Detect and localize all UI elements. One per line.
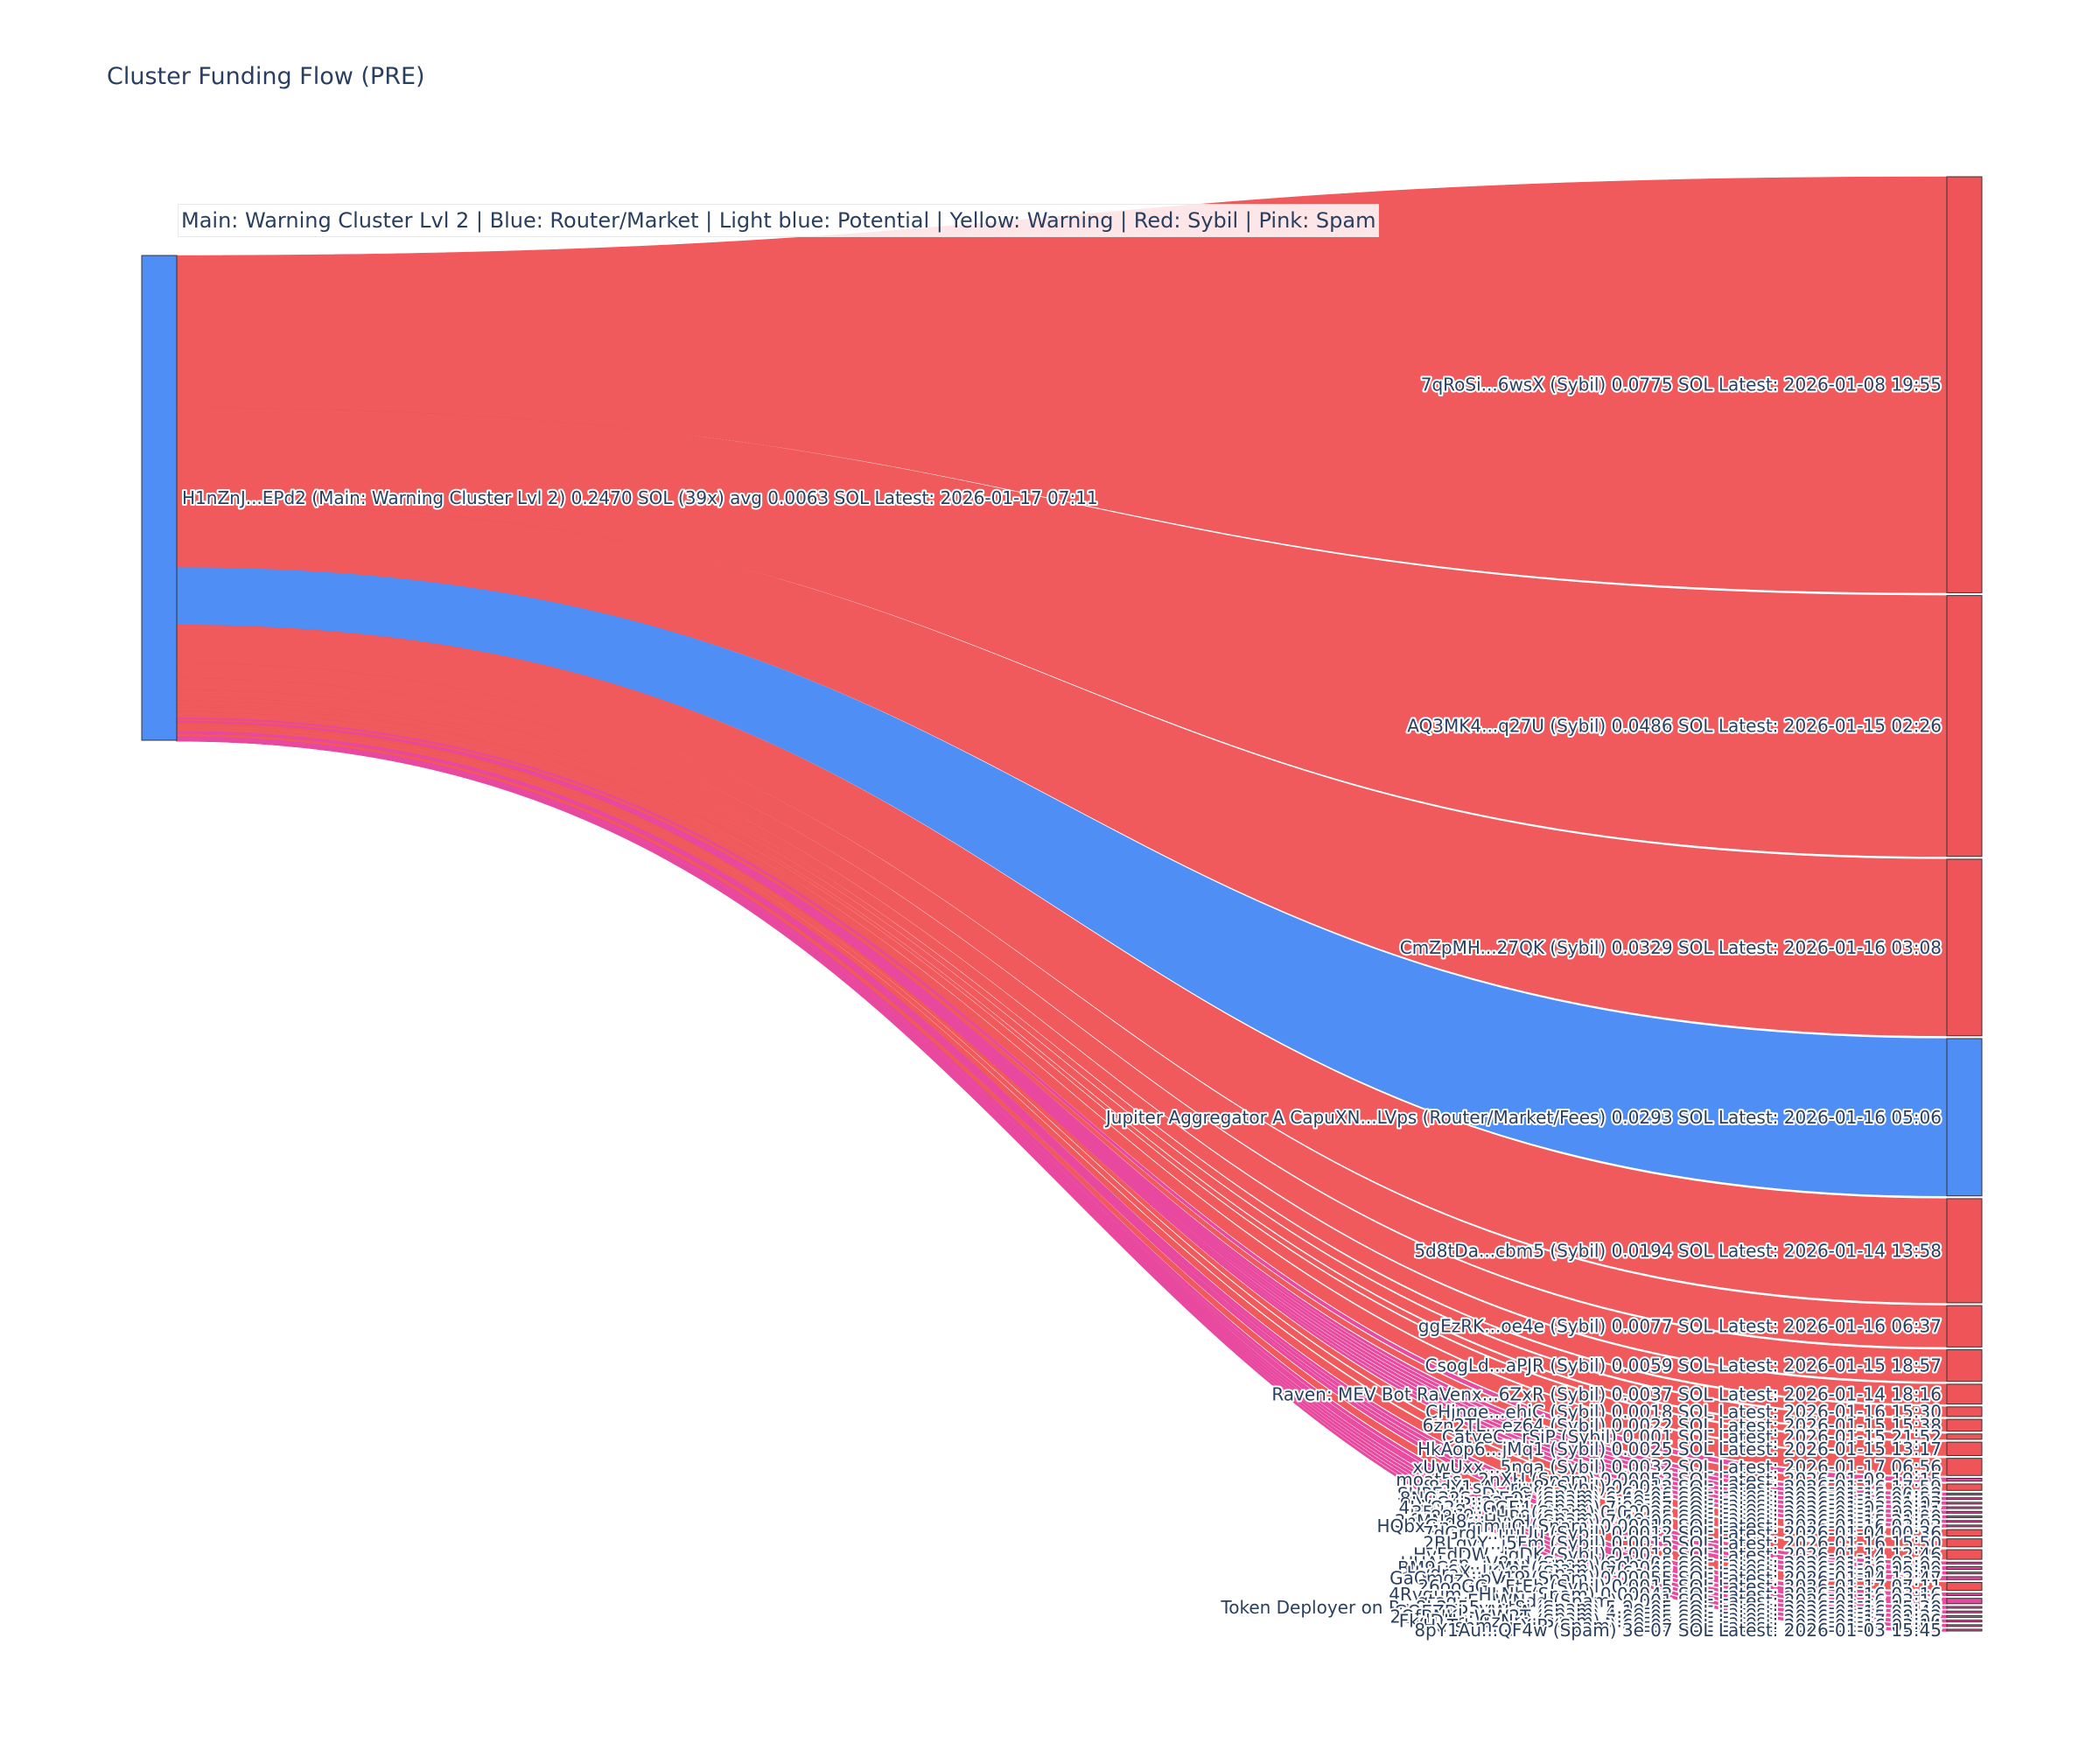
sankey-target-label: 8dY1sA...riu8 (Sybil) 0.0012 SOL Latest:… xyxy=(1429,1477,1942,1498)
sankey-target-label: UUAhsp...V8yd (Spam) 6.1e-05 SOL Latest:… xyxy=(1401,1552,1942,1573)
sankey-link[interactable] xyxy=(176,625,1948,1304)
sankey-target-label: CatyeC...rSiP (Sybil) 0.001 SOL Latest: … xyxy=(1442,1426,1942,1447)
sankey-link[interactable] xyxy=(176,567,1948,1197)
sankey-target-label: 8NQ32S...eEQr (Spam) 6.4e-05 SOL Latest:… xyxy=(1400,1488,1942,1509)
chart-title: Cluster Funding Flow (PRE) xyxy=(107,63,425,90)
sankey-target-label: CmZpMH...27QK (Sybil) 0.0329 SOL Latest:… xyxy=(1400,937,1942,958)
sankey-node-target[interactable] xyxy=(1946,858,1983,1037)
sankey-node-target[interactable] xyxy=(1946,1524,1983,1528)
sankey-target-label: moat5s...2nXH (Spam) 0.00053 SOL Latest:… xyxy=(1396,1469,1942,1490)
sankey-target-label: gtagyE...WNdd (Spam) 0.001 SOL Latest: 2… xyxy=(1418,1591,1942,1612)
sankey-node-target[interactable] xyxy=(1946,1614,1983,1618)
sankey-target-label: Raven: MEV Bot RaVenx...6ZxR (Sybil) 0.0… xyxy=(1271,1383,1942,1404)
sankey-target-label: ggEzRK...oe4e (Sybil) 0.0077 SOL Latest:… xyxy=(1418,1316,1942,1337)
sankey-node-target[interactable] xyxy=(1946,1516,1983,1519)
sankey-target-label: 2BLgvY...j5Fm (Sybil) 0.0015 SOL Latest:… xyxy=(1423,1532,1942,1553)
sankey-target-label: HuTshm...pXiP (Spam) 6e-09 SOL Latest: 2… xyxy=(1423,1615,1942,1636)
sankey-target-label: 6zn2TL...ez64 (Sybil) 0.0022 SOL Latest:… xyxy=(1423,1415,1942,1436)
sankey-node-target[interactable] xyxy=(1946,1483,1983,1491)
sankey-target-label: 2QfBNK...WW2T (Spam) 4.8e-05 SOL Latest:… xyxy=(1390,1606,1942,1627)
sankey-target-label: 4Rvgum...HLNb (Spam) 0.00042 SOL Latest:… xyxy=(1389,1584,1942,1605)
sankey-node-target[interactable] xyxy=(1946,1549,1983,1560)
sankey-node-target[interactable] xyxy=(1946,1624,1983,1628)
legend-annotation: Main: Warning Cluster Lvl 2 | Blue: Rout… xyxy=(178,204,1380,237)
sankey-node-target[interactable] xyxy=(1946,1561,1983,1564)
sankey-node-source[interactable] xyxy=(141,255,178,741)
sankey-target-label: HkAop6...jMq1 (Sybil) 0.0025 SOL Latest:… xyxy=(1418,1438,1942,1460)
sankey-target-label: 4LeQ2g...CGE4 (Spam) 7.9e-07 SOL Latest:… xyxy=(1398,1497,1942,1518)
sankey-node-target[interactable] xyxy=(1946,176,1983,593)
sankey-target-label: 26ooGG...FtEb (Sybil) 0.0015 SOL Latest:… xyxy=(1418,1576,1942,1597)
sankey-node-target[interactable] xyxy=(1946,1493,1983,1496)
sankey-node-target[interactable] xyxy=(1946,1529,1983,1536)
sankey-node-target[interactable] xyxy=(1946,1418,1983,1432)
sankey-node-target[interactable] xyxy=(1946,1566,1983,1571)
sankey-node-target[interactable] xyxy=(1946,1441,1983,1456)
sankey-node-target[interactable] xyxy=(1946,1497,1983,1501)
sankey-target-label: LvjCui...22Fm (Spam) 3.5e-05 SOL Latest:… xyxy=(1411,1493,1942,1514)
sankey-node-target[interactable] xyxy=(1946,1581,1983,1592)
sankey-node-target[interactable] xyxy=(1946,1628,1983,1632)
sankey-target-label: 5d8tDa...cbm5 (Sybil) 0.0194 SOL Latest:… xyxy=(1414,1240,1942,1261)
sankey-node-target[interactable] xyxy=(1946,1458,1983,1476)
sankey-target-label: 3nMNd8...HyyH (Spam) 7.4e-06 SOL Latest:… xyxy=(1394,1511,1942,1532)
sankey-target-label: HvFdDW...jqDK (Sybil) 0.0018 SOL Latest:… xyxy=(1413,1544,1942,1565)
sankey-link[interactable] xyxy=(176,677,1948,1382)
sankey-node-target[interactable] xyxy=(1946,1620,1983,1623)
sankey-node-target[interactable] xyxy=(1946,1538,1983,1548)
sankey-labels: 7qRoSi...6wsX (Sybil) 0.0775 SOL Latest:… xyxy=(180,373,1943,1642)
sankey-target-label: AQ3MK4...q27U (Sybil) 0.0486 SOL Latest:… xyxy=(1407,716,1942,737)
sankey-node-target[interactable] xyxy=(1946,1572,1983,1575)
sankey-target-label: CHjnge...ehjC (Sybil) 0.0018 SOL Latest:… xyxy=(1425,1401,1942,1422)
sankey-node-target[interactable] xyxy=(1946,1349,1983,1382)
sankey-nodes xyxy=(141,176,1983,1632)
sankey-links xyxy=(176,176,1948,1632)
sankey-target-label: 7dGrdJ...uuUu (Sybil) 0.0012 SOL Latest:… xyxy=(1423,1522,1942,1544)
sankey-target-label: CsogLd...aPJR (Sybil) 0.0059 SOL Latest:… xyxy=(1425,1355,1942,1376)
sankey-node-target[interactable] xyxy=(1946,1606,1983,1609)
sankey-node-target[interactable] xyxy=(1946,1598,1983,1605)
sankey-node-target[interactable] xyxy=(1946,1520,1983,1523)
sankey-node-target[interactable] xyxy=(1946,1510,1983,1514)
sankey-target-label: 8pY1Au...QF4w (Spam) 3e-07 SOL Latest: 2… xyxy=(1414,1620,1942,1641)
sankey-node-target[interactable] xyxy=(1946,1433,1983,1440)
sankey-target-label: xUwUxx...5nqa (Sybil) 0.0032 SOL Latest:… xyxy=(1412,1456,1942,1477)
sankey-link[interactable] xyxy=(176,502,1948,1037)
sankey-target-label: Jupiter Aggregator A CapuXN...LVps (Rout… xyxy=(1104,1107,1942,1128)
sankey-node-target[interactable] xyxy=(1946,1038,1983,1197)
sankey-target-label: GaCmqz...pV19 (Spam) 0.00055 SOL Latest:… xyxy=(1390,1568,1942,1589)
sankey-target-label: SUPErM...DxUC (Spam) 8.6e-06 SOL Latest:… xyxy=(1397,1484,1942,1505)
sankey-target-label: Token Deployer on Pu 8L2y55...bt8j (Spam… xyxy=(1220,1597,1942,1618)
sankey-node-target[interactable] xyxy=(1946,1576,1983,1580)
sankey-node-target[interactable] xyxy=(1946,1198,1983,1304)
sankey-target-label: BM9Ccy...jvMN (Spam) 0.00049 SOL Latest:… xyxy=(1397,1558,1942,1578)
sankey-target-label: FkdDHr...CzNm (Spam) 7.6e-05 SOL Latest:… xyxy=(1399,1611,1942,1632)
sankey-target-label: HQbxGn...mmuQ (Spam) 0.00018 SOL Latest:… xyxy=(1376,1516,1942,1536)
sankey-node-target[interactable] xyxy=(1946,1592,1983,1596)
sankey-node-target[interactable] xyxy=(1946,1610,1983,1614)
sankey-target-label: sy88tv...oHP8 (Spam) 5.5e-05 SOL Latest:… xyxy=(1410,1507,1942,1528)
sankey-node-target[interactable] xyxy=(1946,1506,1983,1509)
sankey-node-target[interactable] xyxy=(1946,1406,1983,1418)
sankey-node-target[interactable] xyxy=(1946,1502,1983,1505)
sankey-target-label: HydraX...Ky85 (Spam) 7.6e-05 SOL Latest:… xyxy=(1407,1563,1942,1584)
sankey-target-label: GQEZDi...VWyA (Spam) 4.1e-05 SOL Latest:… xyxy=(1394,1601,1942,1622)
sankey-link[interactable] xyxy=(176,407,1948,858)
sankey-source-label: H1nZnJ...EPd2 (Main: Warning Cluster Lvl… xyxy=(182,487,1098,508)
sankey-target-label: 35dsze...Mvji (Spam) 0.00028 SOL Latest:… xyxy=(1411,1502,1942,1522)
sankey-node-target[interactable] xyxy=(1946,1477,1983,1482)
sankey-node-target[interactable] xyxy=(1946,1383,1983,1405)
sankey-node-target[interactable] xyxy=(1946,1305,1983,1348)
sankey-target-label: 7qRoSi...6wsX (Sybil) 0.0775 SOL Latest:… xyxy=(1421,374,1942,396)
sankey-node-target[interactable] xyxy=(1946,595,1983,858)
